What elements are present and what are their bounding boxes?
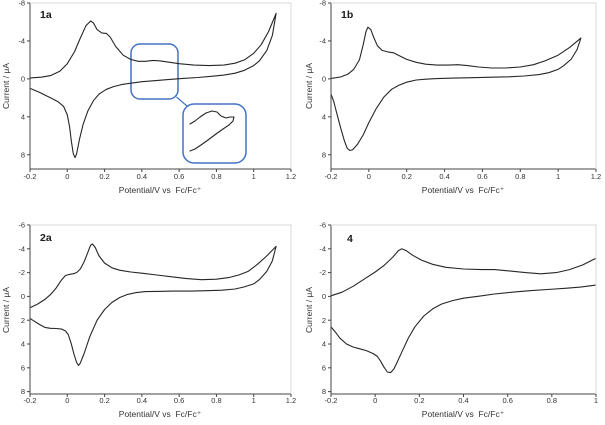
y-tick-label: 6	[322, 363, 326, 372]
x-tick-label: 0.8	[547, 396, 557, 405]
x-tick-label: 0.2	[414, 396, 424, 405]
x-tick-label: 0.2	[401, 172, 411, 181]
cv-scan	[29, 243, 277, 366]
axis-spines	[330, 225, 596, 395]
y-tick-label: 2	[21, 316, 25, 325]
y-tick-label: 8	[21, 387, 25, 396]
y-tick-label: -8	[18, 0, 25, 8]
cv-plot-1a: 1.2 1 0.8 0.6 0.4 0.2 0 -0.2 8 4 0 -4 -8 1a Current …	[1, 0, 296, 195]
y-tick-label: 4	[21, 340, 25, 349]
x-tick-label: 0.6	[477, 172, 487, 181]
y-tick-label: 0	[21, 292, 25, 301]
x-tick-label: 1.2	[286, 396, 296, 405]
x-tick-label: 0.2	[99, 172, 109, 181]
y-tick-label: 4	[322, 112, 326, 121]
x-tick-label: 0.8	[515, 172, 525, 181]
y-tick-label: 6	[21, 363, 25, 372]
x-tick-label: 0.8	[211, 172, 221, 181]
x-axis-title: Potential/V vs Fc/Fc⁺	[119, 185, 202, 195]
x-tick-label: 1	[252, 172, 256, 181]
y-tick-label: 8	[322, 150, 326, 159]
y-tick-label: -4	[319, 244, 326, 253]
x-tick-label: -0.2	[325, 396, 338, 405]
x-axis-title: Potential/V vs Fc/Fc⁺	[119, 409, 202, 419]
plot-frame	[30, 224, 292, 394]
x-tick-label: 1.2	[591, 172, 601, 181]
y-tick-label: 0	[322, 74, 326, 83]
y-tick-label: -4	[319, 37, 326, 46]
y-tick-label: 8	[322, 387, 326, 396]
x-tick-label: 0.2	[99, 396, 109, 405]
x-tick-label: 0	[367, 172, 371, 181]
cv-plot-2a: 1.2 1 0.8 0.6 0.4 0.2 0 -0.28 6 4 2 0 -2 -4 -6 2a Curr…	[1, 221, 296, 419]
cv-scan-forward	[330, 248, 597, 297]
y-axis-title: Current / μA	[304, 63, 314, 109]
y-axis-title: Current / μA	[1, 287, 11, 333]
panel-label: 4	[347, 233, 353, 245]
x-tick-label: 0.6	[174, 396, 184, 405]
cv-plot-4: 1 0.8 0.6 0.4 0.2 0 -0.28 6 4 2 0 -2 -4 -6 4 Current …	[304, 221, 598, 419]
axis-spines	[29, 225, 291, 395]
y-tick-label: -8	[319, 0, 326, 8]
panel-4: 1 0.8 0.6 0.4 0.2 0 -0.2 8 6 4 2 0 -2 -4 -6 4 Current …	[303, 213, 605, 425]
x-tick-label: 0.6	[174, 172, 184, 181]
cv-scan	[29, 12, 277, 159]
highlight-box	[130, 43, 179, 100]
inset-connector-line	[176, 96, 188, 107]
axis-spines	[29, 3, 291, 170]
x-tick-label: -0.2	[24, 172, 37, 181]
cv-scan-return	[330, 284, 597, 374]
y-tick-label: -2	[319, 268, 326, 277]
panel-label: 2a	[40, 232, 52, 244]
x-tick-label: -0.2	[24, 396, 37, 405]
y-tick-label: 4	[322, 340, 326, 349]
x-tick-label: 0.6	[502, 396, 512, 405]
y-tick-label: 0	[322, 292, 326, 301]
x-tick-label: 1	[556, 172, 560, 181]
x-tick-label: 0.4	[137, 396, 147, 405]
y-axis-title: Current / μA	[1, 63, 11, 109]
x-tick-label: 0.4	[137, 172, 147, 181]
x-tick-label: 0.4	[439, 172, 449, 181]
y-tick-label: 0	[21, 74, 25, 83]
y-tick-label: 2	[322, 316, 326, 325]
plot-frame	[331, 2, 597, 169]
y-tick-label: -2	[18, 268, 25, 277]
y-tick-label: -6	[18, 221, 25, 230]
inset-box	[182, 103, 247, 164]
x-tick-label: 0.4	[458, 396, 468, 405]
x-tick-label: 0	[373, 396, 377, 405]
inset-zoom-curve	[189, 110, 235, 152]
x-tick-label: 1	[594, 396, 598, 405]
y-tick-label: 4	[21, 112, 25, 121]
x-axis-title: Potential/V vs Fc/Fc⁺	[422, 185, 505, 195]
x-tick-label: 1	[252, 396, 256, 405]
panel-1a: 1.2 1 0.8 0.6 0.4 0.2 0 -0.2 8 4 0 -4 -8 1a Current …	[0, 0, 302, 212]
plot-frame	[331, 224, 597, 394]
y-tick-label: -4	[18, 37, 25, 46]
panel-2a: 1.2 1 0.8 0.6 0.4 0.2 0 -0.2 8 6 4 2 0 -2 -4 -6 2a Curr…	[0, 213, 302, 425]
y-tick-label: -6	[319, 221, 326, 230]
y-tick-label: 8	[21, 150, 25, 159]
x-tick-label: 0	[65, 172, 69, 181]
plot-frame	[30, 2, 292, 169]
panel-label: 1a	[40, 9, 52, 21]
cv-scan	[330, 26, 582, 152]
panel-label: 1b	[341, 9, 353, 21]
x-tick-label: 0.8	[211, 396, 221, 405]
x-tick-label: -0.2	[325, 172, 338, 181]
x-tick-label: 1.2	[286, 172, 296, 181]
cv-plot-1b: 1.2 1 0.8 0.6 0.4 0.2 0 -0.2 8 4 0 -4 -8 1b Current …	[304, 0, 601, 195]
axis-spines	[330, 3, 596, 170]
y-tick-label: -4	[18, 244, 25, 253]
x-tick-label: 0	[65, 396, 69, 405]
x-axis-title: Potential/V vs Fc/Fc⁺	[422, 409, 505, 419]
panel-1b: 1.2 1 0.8 0.6 0.4 0.2 0 -0.2 8 4 0 -4 -8 1b Current …	[303, 0, 605, 212]
y-axis-title: Current / μA	[304, 287, 314, 333]
